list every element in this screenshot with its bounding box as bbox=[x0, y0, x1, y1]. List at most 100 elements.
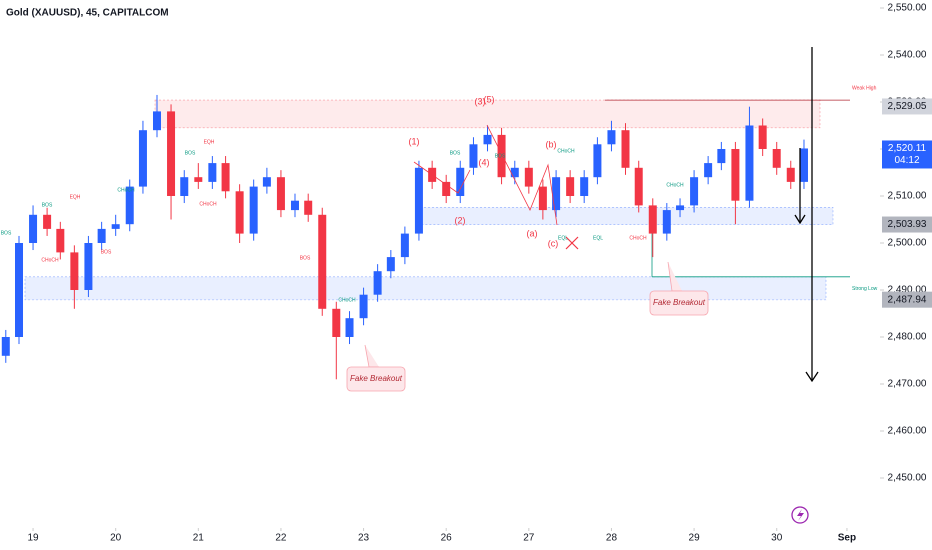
annotation: EQL bbox=[593, 235, 603, 241]
annotation: CHoCH bbox=[666, 182, 684, 188]
x-tick-label: 26 bbox=[441, 533, 453, 544]
candle-body bbox=[262, 177, 271, 187]
y-tick-label: 2,480.00 bbox=[888, 332, 927, 343]
zone bbox=[24, 276, 827, 301]
annotation: (b) bbox=[546, 139, 557, 149]
candle-body bbox=[208, 163, 217, 182]
x-mark bbox=[565, 236, 579, 250]
annotation: (3) bbox=[475, 96, 486, 106]
candle-body bbox=[111, 224, 120, 229]
candle-body bbox=[524, 167, 533, 187]
candle-body bbox=[648, 205, 657, 234]
drawings: (1) (2) (3)(5) (4) (a) (b) (c) BOS BOS BOS BOS BOS B… bbox=[1, 47, 819, 524]
candle-body bbox=[15, 242, 24, 337]
axis-bg bbox=[880, 0, 932, 528]
candle-body bbox=[345, 318, 354, 337]
candle-body bbox=[621, 130, 630, 168]
candle-body bbox=[332, 308, 341, 337]
candle-body bbox=[731, 148, 740, 201]
annotation: EQH bbox=[70, 194, 81, 200]
candle-body bbox=[276, 177, 285, 211]
y-tick-label: 2,510.00 bbox=[888, 191, 927, 202]
candle-body bbox=[386, 257, 395, 272]
candle-body bbox=[152, 111, 161, 131]
candle-body bbox=[745, 125, 754, 201]
candle-body bbox=[194, 177, 203, 182]
x-tick-label: 19 bbox=[27, 533, 39, 544]
candle-body bbox=[497, 134, 506, 178]
price-tag-label: 2,487.94 bbox=[888, 294, 927, 305]
annotation: CHoCH bbox=[41, 257, 59, 263]
candle-body bbox=[400, 233, 409, 258]
x-tick-label: 28 bbox=[606, 533, 618, 544]
candle-body bbox=[717, 148, 726, 164]
annotation: (4) bbox=[479, 157, 490, 167]
candle-body bbox=[593, 144, 602, 178]
candle-body bbox=[690, 177, 699, 206]
callout-text: Fake Breakout bbox=[653, 298, 706, 307]
candles bbox=[1, 94, 808, 380]
annotation: CHoCH bbox=[557, 148, 575, 154]
annotation: BOS bbox=[300, 255, 311, 261]
candle-body bbox=[290, 200, 299, 211]
price-axis: 2,450.00 2,460.00 2,470.00 2,480.00 2,490.00… bbox=[27, 0, 932, 544]
x-tick-label: 30 bbox=[771, 533, 783, 544]
y-tick-label: 2,490.00 bbox=[888, 285, 927, 296]
candle-body bbox=[318, 214, 327, 309]
x-tick-label: 23 bbox=[358, 533, 370, 544]
candle-body bbox=[304, 200, 313, 215]
annotation: CHoCH bbox=[117, 187, 135, 193]
candle-body bbox=[180, 177, 189, 196]
candle-body bbox=[84, 242, 93, 290]
x-tick-label: Sep bbox=[838, 533, 856, 544]
candle-body bbox=[469, 144, 478, 168]
zones: Weak High Strong Low bbox=[24, 85, 878, 301]
level-label: Weak High bbox=[852, 85, 877, 91]
annotation: (1) bbox=[409, 136, 420, 146]
x-tick-label: 20 bbox=[110, 533, 122, 544]
y-tick-label: 2,550.00 bbox=[888, 3, 927, 14]
candle-body bbox=[167, 111, 176, 196]
icon-bolt bbox=[797, 509, 804, 521]
price-tag-label: 2,503.93 bbox=[888, 219, 927, 230]
candle-body bbox=[786, 167, 795, 182]
annotation: CHoCH bbox=[199, 201, 217, 207]
zone bbox=[154, 99, 821, 129]
callout-text: Fake Breakout bbox=[350, 374, 403, 383]
candle-body bbox=[414, 167, 423, 234]
annotation: BOS bbox=[1, 230, 12, 236]
annotation: (a) bbox=[527, 228, 538, 238]
icon[interactable] bbox=[791, 506, 809, 524]
candle-body bbox=[607, 130, 616, 145]
annotation: BOS bbox=[495, 153, 506, 159]
candle-body bbox=[125, 186, 134, 225]
price-tag bbox=[882, 140, 932, 169]
x-tick-label: 22 bbox=[275, 533, 287, 544]
annotation: BOS bbox=[185, 150, 196, 156]
candle-body bbox=[634, 167, 643, 206]
level-label: Strong Low bbox=[852, 286, 878, 292]
candle-body bbox=[704, 163, 713, 178]
annotation: (c) bbox=[548, 238, 559, 248]
candle-body bbox=[676, 205, 685, 211]
wave-line bbox=[486, 124, 558, 226]
candle-body bbox=[1, 336, 10, 356]
countdown: 04:12 bbox=[894, 155, 919, 166]
candle-body bbox=[566, 177, 575, 196]
callout-box bbox=[346, 366, 406, 392]
y-tick-label: 2,500.00 bbox=[888, 238, 927, 249]
candle-body bbox=[373, 271, 382, 295]
candle-body bbox=[442, 181, 451, 196]
candle-body bbox=[235, 191, 244, 234]
candle-body bbox=[97, 228, 106, 243]
chart-title: Gold (XAUUSD), 45, CAPITALCOM bbox=[6, 8, 169, 19]
zone bbox=[419, 206, 834, 225]
candle-body bbox=[56, 228, 65, 253]
annotation: (5) bbox=[484, 94, 495, 104]
annotation: CHoCH bbox=[629, 235, 647, 241]
candle-body bbox=[799, 148, 808, 182]
arrow-head bbox=[805, 371, 819, 383]
price-tag bbox=[882, 98, 932, 115]
annotation: (2) bbox=[455, 215, 466, 225]
